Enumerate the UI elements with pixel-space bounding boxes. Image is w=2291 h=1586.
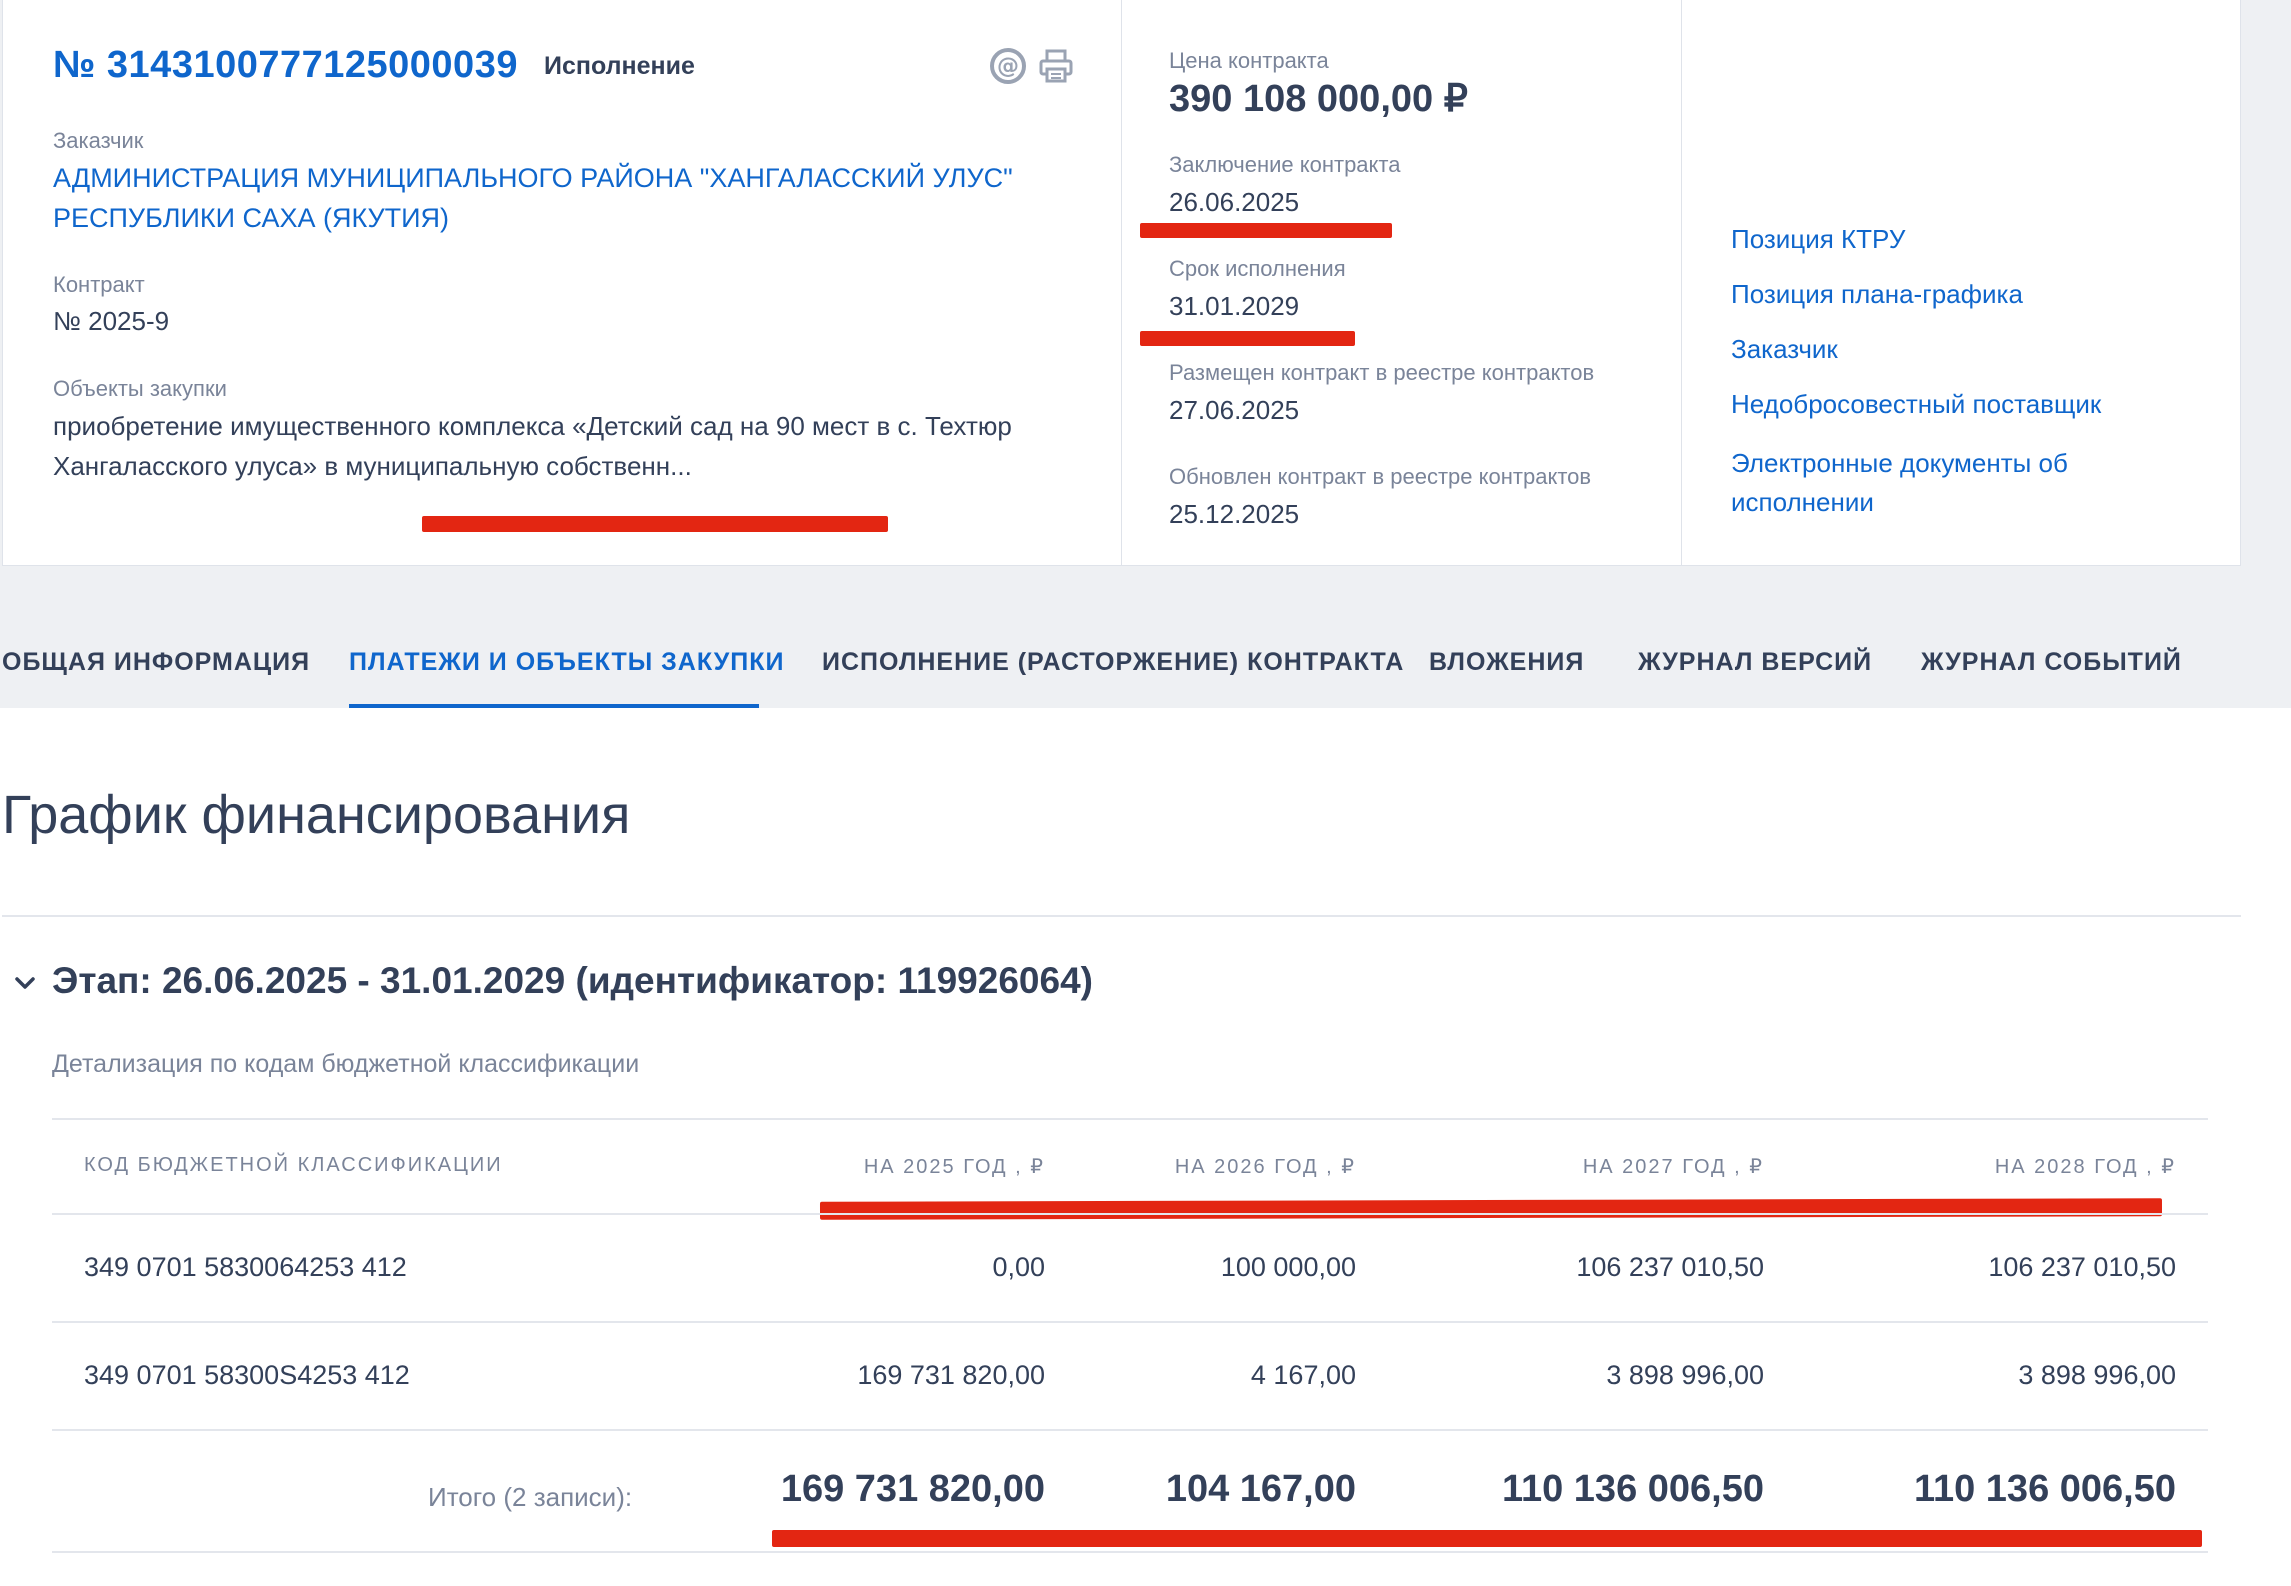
chevron-down-icon[interactable]	[12, 970, 38, 996]
updated-label: Обновлен контракт в реестре контрактов	[1169, 464, 1592, 489]
table-top-border	[52, 1118, 2208, 1120]
col-header-2026: НА 2026 ГОД , ₽	[1174, 1156, 1356, 1178]
col-header-code: КОД БЮДЖЕТНОЙ КЛАССИФИКАЦИИ	[84, 1154, 503, 1176]
row1-2027: 106 237 010,50	[1576, 1252, 1764, 1282]
link-e-documents[interactable]: Электронные документы об исполнении	[1731, 448, 2068, 517]
link-plan-schedule[interactable]: Позиция плана-графика	[1731, 279, 2023, 309]
row-divider	[52, 1321, 2208, 1323]
total-2026: 104 167,00	[1165, 1468, 1356, 1510]
row2-2027: 3 898 996,00	[1606, 1360, 1764, 1390]
link-customer[interactable]: Заказчик	[1731, 334, 1838, 364]
related-links-card	[1681, 0, 2241, 566]
link-ktru[interactable]: Позиция КТРУ	[1731, 224, 1906, 254]
highlight-term-date	[1140, 331, 1355, 346]
row2-code: 349 0701 58300S4253 412	[84, 1360, 410, 1390]
term-label: Срок исполнения	[1169, 256, 1346, 281]
conclusion-label: Заключение контракта	[1169, 152, 1401, 177]
total-2027: 110 136 006,50	[1501, 1468, 1764, 1510]
contract-summary-card: № 3143100777125000039 Исполнение @ Заказ…	[2, 0, 1122, 566]
placed-value: 27.06.2025	[1169, 395, 1300, 425]
highlight-headers	[819, 1198, 2163, 1220]
section-title: График финансирования	[2, 785, 631, 845]
tab-payments-objects[interactable]: ПЛАТЕЖИ И ОБЪЕКТЫ ЗАКУПКИ	[349, 648, 785, 676]
total-label: Итого (2 записи):	[428, 1482, 633, 1512]
tab-bar: ОБЩАЯ ИНФОРМАЦИЯ ПЛАТЕЖИ И ОБЪЕКТЫ ЗАКУП…	[0, 610, 2291, 708]
tab-event-log[interactable]: ЖУРНАЛ СОБЫТИЙ	[1921, 648, 2182, 676]
printer-icon[interactable]	[1038, 48, 1074, 84]
row2-2026: 4 167,00	[1250, 1360, 1356, 1390]
total-2028: 110 136 006,50	[1913, 1468, 2176, 1510]
objects-label: Объекты закупки	[53, 376, 227, 401]
tab-execution[interactable]: ИСПОЛНЕНИЕ (РАСТОРЖЕНИЕ) КОНТРАКТА	[822, 648, 1405, 676]
updated-value: 25.12.2025	[1169, 499, 1300, 529]
contract-value: № 2025-9	[53, 306, 170, 336]
row1-code: 349 0701 5830064253 412	[84, 1252, 407, 1282]
contract-number-link[interactable]: № 3143100777125000039	[53, 44, 518, 86]
term-value: 31.01.2029	[1169, 291, 1300, 321]
status-badge: Исполнение	[544, 52, 695, 80]
link-unfair-supplier[interactable]: Недобросовестный поставщик	[1731, 389, 2102, 419]
highlight-conclusion-date	[1140, 223, 1392, 238]
active-tab-indicator	[349, 704, 759, 708]
customer-label: Заказчик	[53, 128, 144, 153]
objects-value: приобретение имущественного комплекса «Д…	[53, 411, 1012, 481]
row2-2025: 169 731 820,00	[857, 1360, 1045, 1390]
table-bottom-border	[52, 1551, 2208, 1553]
customer-name-link[interactable]: АДМИНИСТРАЦИЯ МУНИЦИПАЛЬНОГО РАЙОНА "ХАН…	[53, 163, 1013, 233]
total-2025: 169 731 820,00	[780, 1468, 1045, 1510]
col-header-2028: НА 2028 ГОД , ₽	[1994, 1156, 2176, 1178]
stage-title[interactable]: Этап: 26.06.2025 - 31.01.2029 (идентифик…	[52, 960, 1093, 1001]
contract-label: Контракт	[53, 272, 145, 297]
tab-version-log[interactable]: ЖУРНАЛ ВЕРСИЙ	[1638, 648, 1873, 676]
col-header-2027: НА 2027 ГОД , ₽	[1582, 1156, 1764, 1178]
section-divider	[2, 915, 2241, 917]
highlight-totals	[772, 1530, 2202, 1547]
tab-attachments[interactable]: ВЛОЖЕНИЯ	[1429, 648, 1585, 676]
highlight-objects	[422, 516, 888, 532]
email-at-icon[interactable]: @	[990, 48, 1026, 84]
col-header-2025: НА 2025 ГОД , ₽	[863, 1156, 1045, 1178]
row1-2026: 100 000,00	[1220, 1252, 1356, 1282]
row1-2028: 106 237 010,50	[1988, 1252, 2176, 1282]
header-border	[52, 1213, 2208, 1215]
row2-2028: 3 898 996,00	[2018, 1360, 2176, 1390]
placed-label: Размещен контракт в реестре контрактов	[1169, 360, 1595, 385]
tab-general-info[interactable]: ОБЩАЯ ИНФОРМАЦИЯ	[2, 648, 311, 676]
price-value: 390 108 000,00 ₽	[1169, 78, 1468, 120]
row1-2025: 0,00	[992, 1252, 1045, 1282]
contract-details-card	[1121, 0, 1682, 566]
conclusion-value: 26.06.2025	[1169, 187, 1300, 217]
row-divider	[52, 1429, 2208, 1431]
detail-label: Детализация по кодам бюджетной классифик…	[52, 1050, 640, 1078]
price-label: Цена контракта	[1169, 48, 1329, 73]
